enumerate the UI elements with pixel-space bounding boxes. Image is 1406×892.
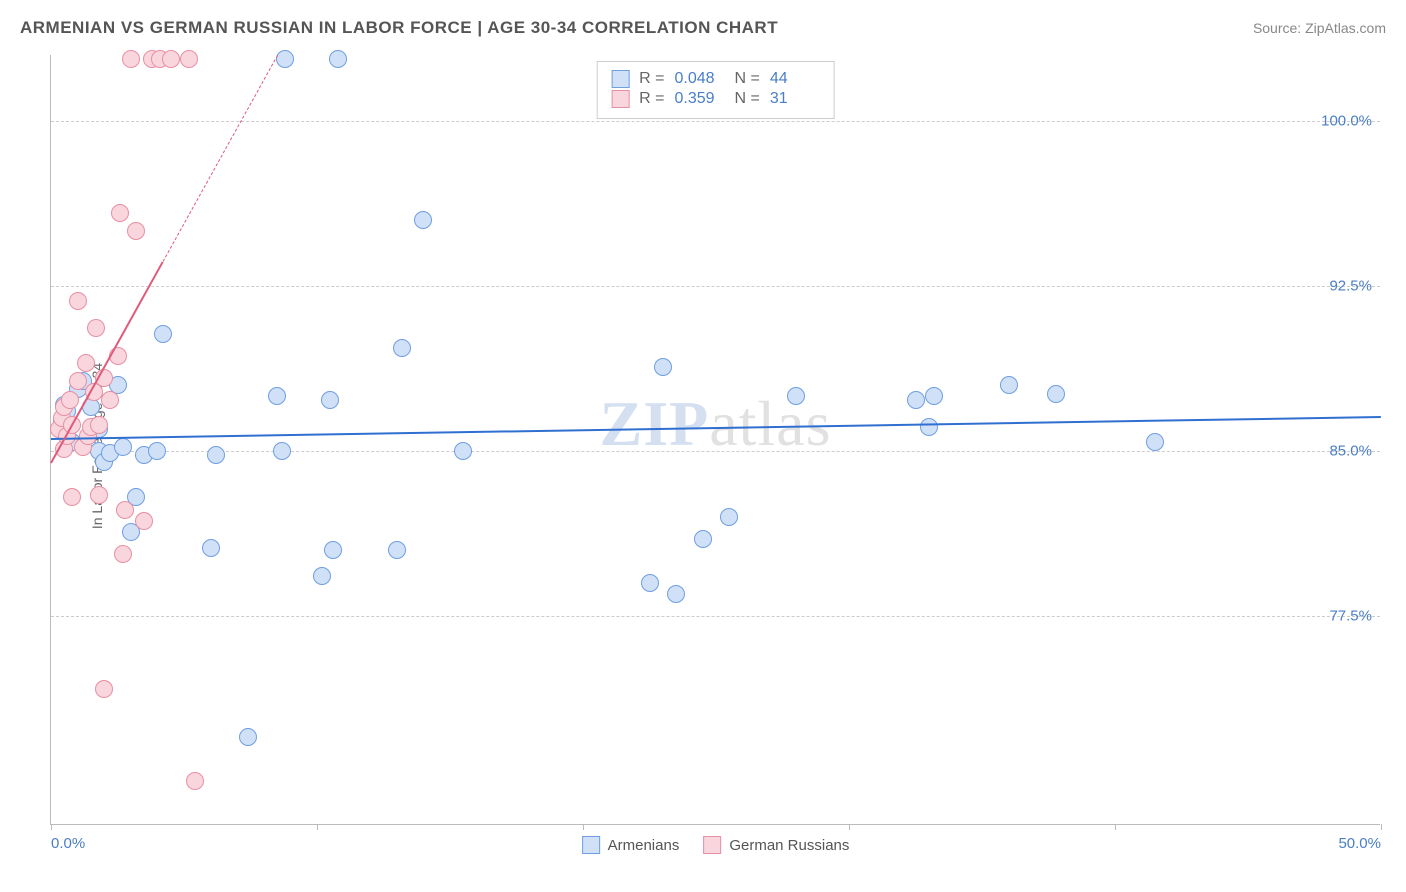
data-point bbox=[268, 387, 286, 405]
legend-swatch-icon bbox=[703, 836, 721, 854]
legend-swatch-icon bbox=[582, 836, 600, 854]
gridline bbox=[51, 121, 1380, 122]
series-legend: Armenians German Russians bbox=[582, 836, 850, 854]
legend-item-german-russians: German Russians bbox=[703, 836, 849, 854]
data-point bbox=[87, 319, 105, 337]
data-point bbox=[239, 728, 257, 746]
legend-label: Armenians bbox=[608, 837, 680, 854]
data-point bbox=[329, 50, 347, 68]
x-tick-mark bbox=[1115, 824, 1116, 830]
gridline bbox=[51, 451, 1380, 452]
data-point bbox=[787, 387, 805, 405]
data-point bbox=[667, 585, 685, 603]
data-point bbox=[694, 530, 712, 548]
data-point bbox=[1000, 376, 1018, 394]
data-point bbox=[162, 50, 180, 68]
x-tick-mark bbox=[849, 824, 850, 830]
data-point bbox=[1146, 433, 1164, 451]
data-point bbox=[69, 292, 87, 310]
x-tick-label: 50.0% bbox=[1338, 835, 1381, 852]
data-point bbox=[1047, 385, 1065, 403]
legend-row-armenians: R =0.048 N =44 bbox=[611, 70, 820, 88]
legend-item-armenians: Armenians bbox=[582, 836, 680, 854]
source-attribution: Source: ZipAtlas.com bbox=[1253, 20, 1386, 36]
data-point bbox=[69, 372, 87, 390]
data-point bbox=[90, 416, 108, 434]
legend-swatch-german-russians bbox=[611, 90, 629, 108]
y-tick-label: 77.5% bbox=[1329, 608, 1372, 625]
y-tick-label: 92.5% bbox=[1329, 278, 1372, 295]
x-tick-mark bbox=[317, 824, 318, 830]
gridline bbox=[51, 616, 1380, 617]
data-point bbox=[925, 387, 943, 405]
data-point bbox=[122, 50, 140, 68]
data-point bbox=[202, 539, 220, 557]
chart-title: ARMENIAN VS GERMAN RUSSIAN IN LABOR FORC… bbox=[20, 18, 778, 38]
data-point bbox=[61, 391, 79, 409]
data-point bbox=[180, 50, 198, 68]
data-point bbox=[414, 211, 432, 229]
data-point bbox=[77, 354, 95, 372]
legend-swatch-armenians bbox=[611, 70, 629, 88]
data-point bbox=[920, 418, 938, 436]
data-point bbox=[273, 442, 291, 460]
data-point bbox=[641, 574, 659, 592]
y-tick-label: 100.0% bbox=[1321, 113, 1372, 130]
trend-line bbox=[162, 55, 277, 261]
data-point bbox=[114, 438, 132, 456]
gridline bbox=[51, 286, 1380, 287]
data-point bbox=[135, 512, 153, 530]
data-point bbox=[720, 508, 738, 526]
data-point bbox=[148, 442, 166, 460]
data-point bbox=[114, 545, 132, 563]
correlation-legend: R =0.048 N =44 R =0.359 N =31 bbox=[596, 61, 835, 119]
data-point bbox=[207, 446, 225, 464]
data-point bbox=[313, 567, 331, 585]
trend-line bbox=[51, 416, 1381, 440]
data-point bbox=[388, 541, 406, 559]
data-point bbox=[324, 541, 342, 559]
legend-label: German Russians bbox=[729, 837, 849, 854]
data-point bbox=[101, 391, 119, 409]
x-tick-mark bbox=[1381, 824, 1382, 830]
data-point bbox=[393, 339, 411, 357]
x-tick-label: 0.0% bbox=[51, 835, 85, 852]
data-point bbox=[186, 772, 204, 790]
data-point bbox=[63, 488, 81, 506]
data-point bbox=[116, 501, 134, 519]
data-point bbox=[321, 391, 339, 409]
y-tick-label: 85.0% bbox=[1329, 443, 1372, 460]
data-point bbox=[154, 325, 172, 343]
legend-row-german-russians: R =0.359 N =31 bbox=[611, 90, 820, 108]
data-point bbox=[127, 222, 145, 240]
data-point bbox=[111, 204, 129, 222]
x-tick-mark bbox=[583, 824, 584, 830]
data-point bbox=[95, 680, 113, 698]
data-point bbox=[907, 391, 925, 409]
scatter-plot: ZIPatlas R =0.048 N =44 R =0.359 N =31 A… bbox=[50, 55, 1380, 825]
x-tick-mark bbox=[51, 824, 52, 830]
data-point bbox=[454, 442, 472, 460]
data-point bbox=[90, 486, 108, 504]
data-point bbox=[654, 358, 672, 376]
data-point bbox=[276, 50, 294, 68]
